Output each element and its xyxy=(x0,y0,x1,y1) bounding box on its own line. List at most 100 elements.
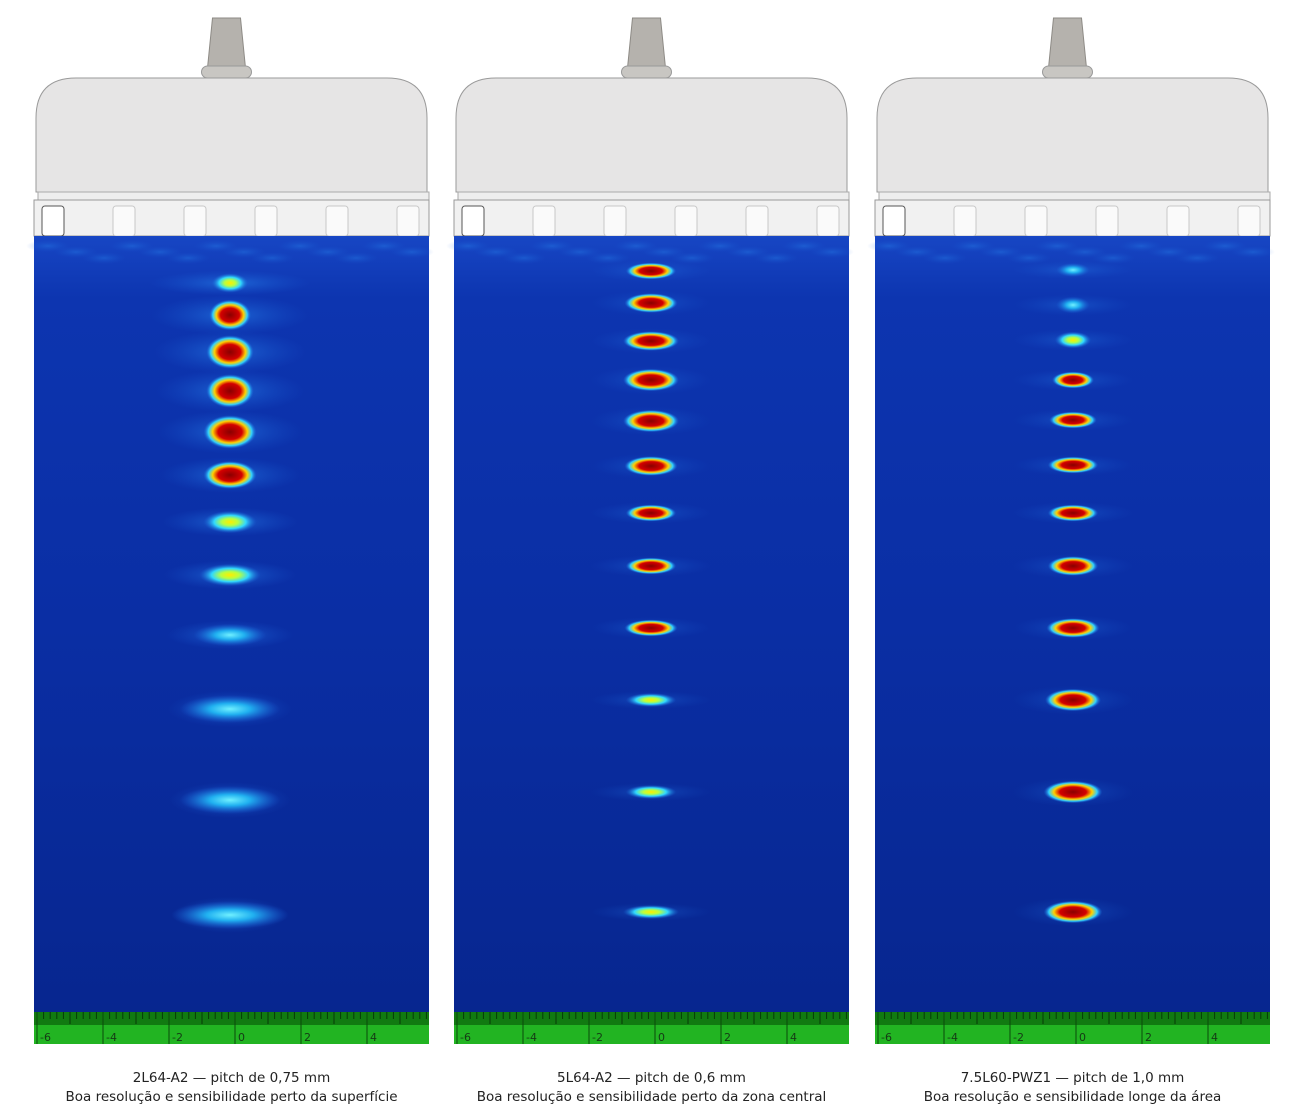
scale-label: -4 xyxy=(526,1031,537,1044)
ruler-band xyxy=(454,1012,849,1025)
reflector-spot xyxy=(212,273,248,293)
element-tab xyxy=(113,206,135,236)
probe-body xyxy=(877,78,1268,192)
element-strip xyxy=(875,200,1270,236)
caption-subtitle: Boa resolução e sensibilidade longe da á… xyxy=(924,1089,1222,1105)
probe-cable xyxy=(1049,18,1087,68)
element-strip xyxy=(34,200,429,236)
reflector-spot xyxy=(194,624,267,646)
element-tab xyxy=(255,206,277,236)
reflector-spot xyxy=(1044,901,1103,923)
near-field-noise xyxy=(390,246,434,258)
scale-label: -2 xyxy=(172,1031,183,1044)
reflector-spot xyxy=(623,369,679,391)
scale-label: 2 xyxy=(304,1031,311,1044)
scale-label: -6 xyxy=(40,1031,51,1044)
reflector-spot xyxy=(206,374,254,408)
reflector-spot xyxy=(1048,457,1098,474)
near-field-noise xyxy=(250,252,294,264)
reflector-spot xyxy=(623,410,679,432)
reflector-spot xyxy=(624,293,677,313)
probe-cable xyxy=(208,18,246,68)
element-tab xyxy=(954,206,976,236)
element-tab xyxy=(675,206,697,236)
element-tab xyxy=(184,206,206,236)
element-tab xyxy=(883,206,905,236)
reflector-spot xyxy=(203,511,256,533)
reflector-spot xyxy=(209,300,251,331)
reflector-spot xyxy=(180,786,281,814)
element-tab xyxy=(1167,206,1189,236)
reflector-spot xyxy=(624,620,677,637)
reflector-spot xyxy=(199,564,261,586)
near-field-noise xyxy=(923,252,967,264)
element-tab xyxy=(604,206,626,236)
probe-connector xyxy=(622,66,672,78)
caption-subtitle: Boa resolução e sensibilidade perto da s… xyxy=(66,1089,398,1105)
near-field-noise xyxy=(754,252,798,264)
probe-connector xyxy=(1043,66,1093,78)
scale-label: 0 xyxy=(1079,1031,1086,1044)
probe-body xyxy=(36,78,427,192)
near-field-noise xyxy=(82,252,126,264)
ruler-band xyxy=(875,1012,1270,1025)
element-tab xyxy=(1238,206,1260,236)
scale-label: 4 xyxy=(370,1031,377,1044)
scale-label: -2 xyxy=(592,1031,603,1044)
caption-title: 7.5L60-PWZ1 — pitch de 1,0 mm xyxy=(961,1070,1185,1086)
ruler-band xyxy=(34,1012,429,1025)
scale-label: -2 xyxy=(1013,1031,1024,1044)
scale-label: -6 xyxy=(460,1031,471,1044)
element-strip xyxy=(454,200,849,236)
reflector-spot xyxy=(1045,689,1101,711)
reflector-spot xyxy=(626,558,676,575)
reflector-spot xyxy=(203,461,256,489)
reflector-spot xyxy=(626,505,676,522)
probe-collar xyxy=(879,192,1270,200)
element-tab xyxy=(326,206,348,236)
reflector-spot xyxy=(1046,618,1099,638)
element-tab xyxy=(817,206,839,236)
element-tab xyxy=(1096,206,1118,236)
near-field-noise xyxy=(334,252,378,264)
reflector-spot xyxy=(623,331,679,351)
reflector-spot xyxy=(626,693,676,707)
near-field-noise xyxy=(166,252,210,264)
scale-label: 4 xyxy=(1211,1031,1218,1044)
probe-collar xyxy=(458,192,849,200)
page: {"panels": [ {"scale_labels": [-6, -4, -… xyxy=(0,0,1289,1108)
reflector-spot xyxy=(180,695,281,723)
near-field-noise xyxy=(1231,246,1275,258)
near-field-noise xyxy=(810,246,854,258)
reflector-spot xyxy=(624,456,677,476)
probe-collar xyxy=(38,192,429,200)
element-tab xyxy=(462,206,484,236)
scale-label: -6 xyxy=(881,1031,892,1044)
scale-label: -4 xyxy=(106,1031,117,1044)
reflector-spot xyxy=(1056,263,1090,277)
scale-label: 2 xyxy=(1145,1031,1152,1044)
probe-cable xyxy=(628,18,666,68)
reflector-spot xyxy=(1049,412,1097,429)
probe-panel: -6 -4 -2 0 2 4 2L64-A2 — pitch de 0,75 mm Boa r… xyxy=(26,18,434,1105)
reflector-spot xyxy=(203,415,256,449)
reflector-spot xyxy=(1044,781,1103,803)
reflector-spot xyxy=(171,901,289,929)
reflector-spot xyxy=(1055,332,1091,349)
reflector-spot xyxy=(626,263,676,280)
reflector-spot xyxy=(1048,505,1098,522)
probe-connector xyxy=(202,66,252,78)
scale-label: 0 xyxy=(238,1031,245,1044)
reflector-spot xyxy=(206,335,254,369)
element-tab xyxy=(533,206,555,236)
element-tab xyxy=(746,206,768,236)
near-field-noise xyxy=(1175,252,1219,264)
scale-label: 4 xyxy=(790,1031,797,1044)
caption-title: 2L64-A2 — pitch de 0,75 mm xyxy=(133,1070,330,1086)
element-tab xyxy=(42,206,64,236)
caption-subtitle: Boa resolução e sensibilidade perto da z… xyxy=(477,1089,827,1105)
reflector-spot xyxy=(1048,556,1098,576)
reflector-spot xyxy=(1052,372,1094,389)
